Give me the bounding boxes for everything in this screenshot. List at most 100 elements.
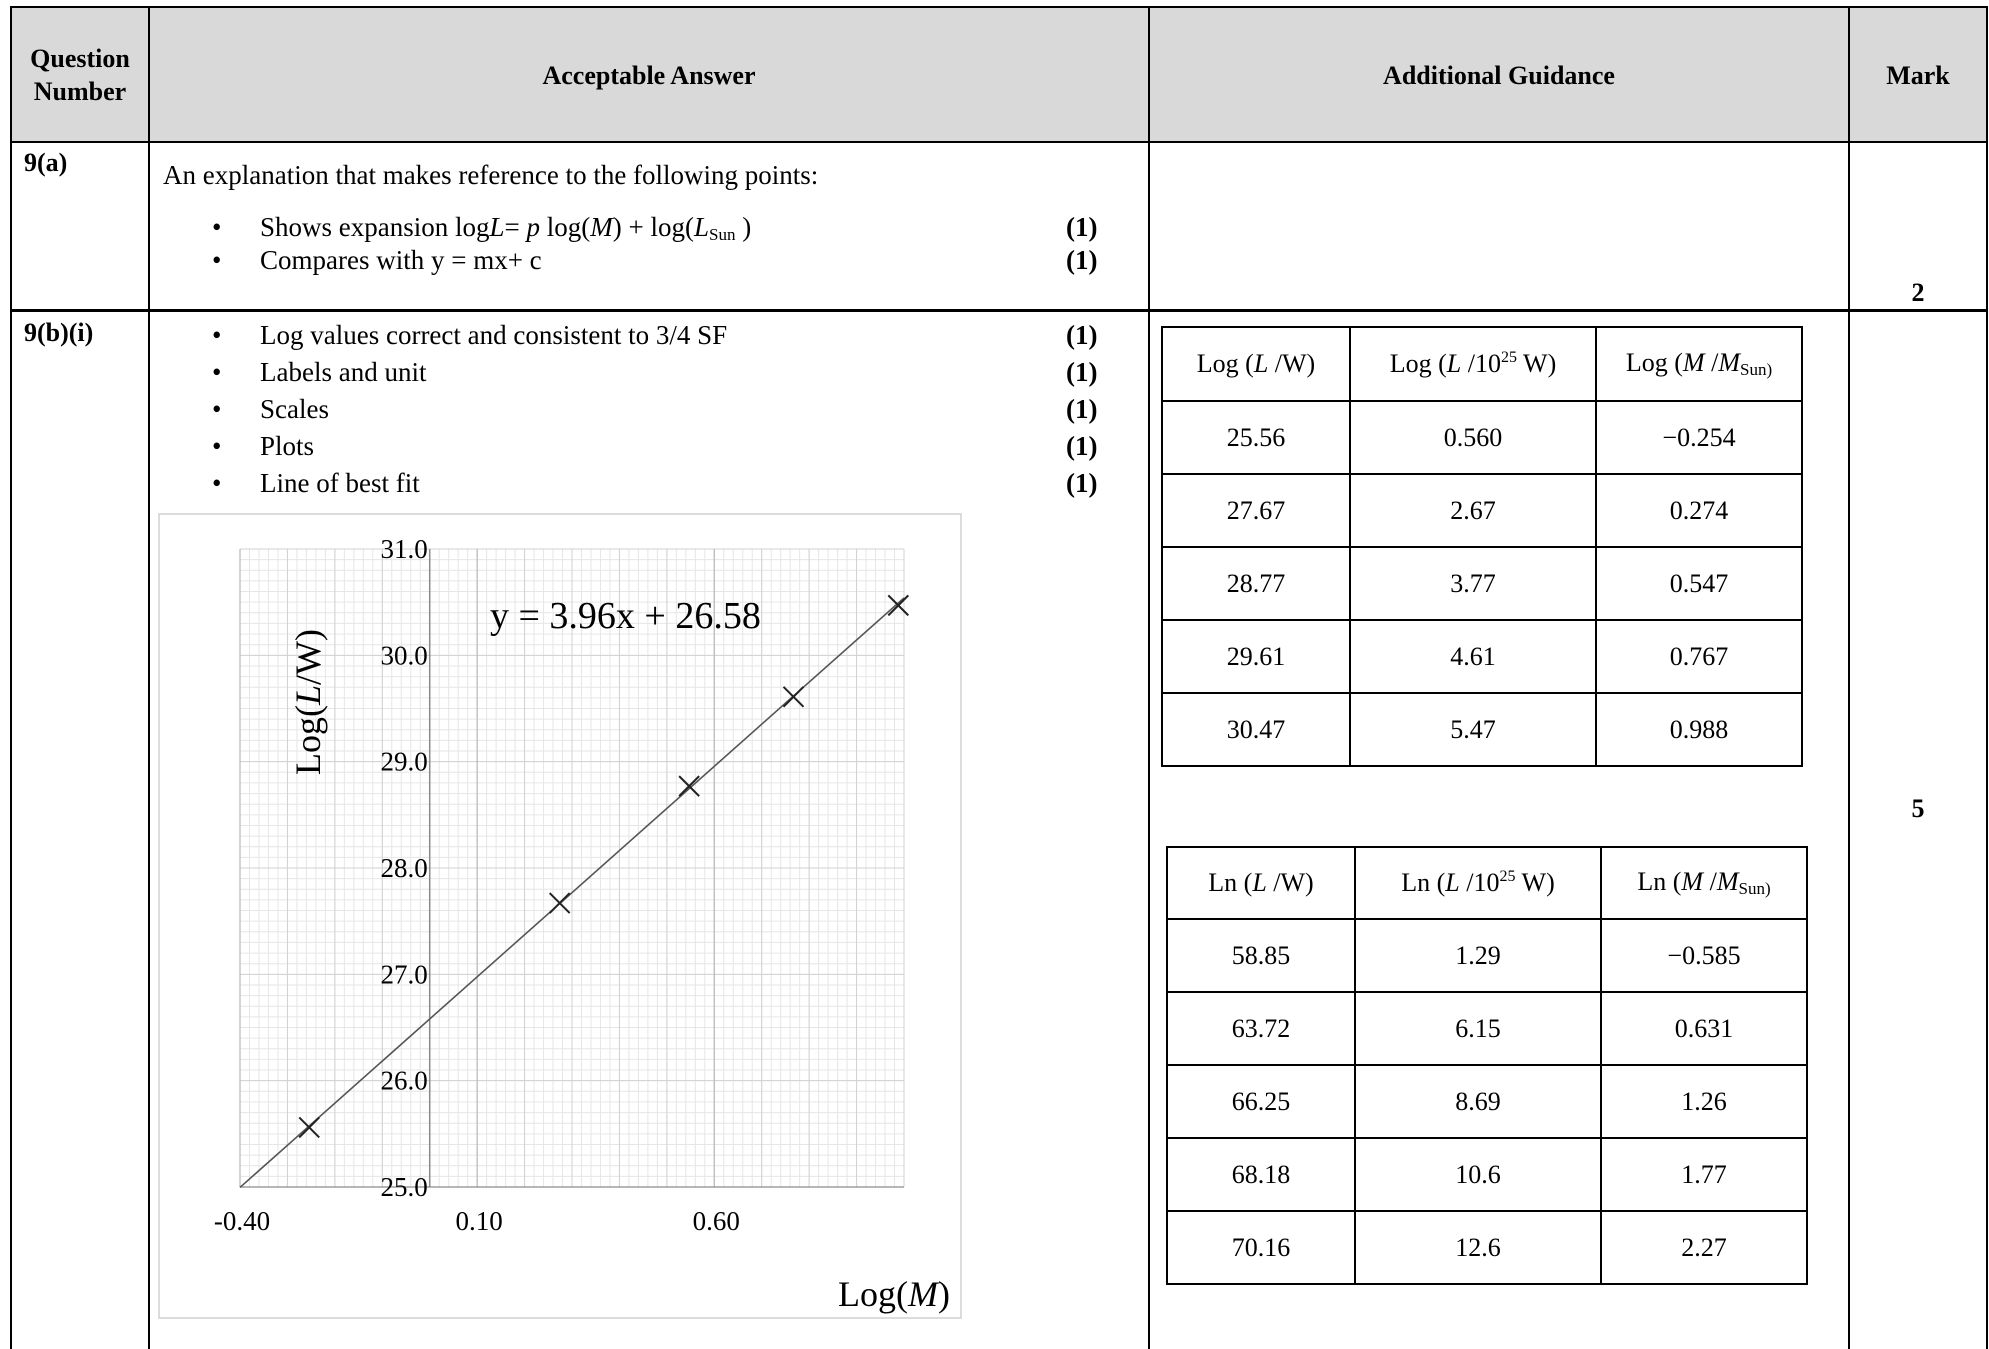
data-point-stroke xyxy=(782,686,805,708)
point-text: Labels and unit xyxy=(260,357,427,387)
mark-scheme-table: Question Number Acceptable Answer Additi… xyxy=(10,6,1988,1349)
row-divider xyxy=(12,141,1986,143)
header-mark: Mark xyxy=(1886,60,1950,90)
y-tick-label: 30.0 xyxy=(380,640,427,670)
table-cell: 0.560 xyxy=(1349,400,1597,475)
point-mark: (1) xyxy=(1066,468,1098,498)
table-cell: 10.6 xyxy=(1354,1137,1602,1212)
data-point xyxy=(548,892,571,914)
table-cell: 8.69 xyxy=(1354,1064,1602,1139)
table-cell: 25.56 xyxy=(1161,400,1351,475)
log-plot-chart: 25.0 26.0 27.0 28.0 29.0 30.0 31.0 -0.40 0.10 0.6… xyxy=(158,513,962,1319)
y-tick-label: 25.0 xyxy=(380,1172,427,1202)
table-cell: 63.72 xyxy=(1166,991,1356,1066)
table-cell: 30.47 xyxy=(1161,692,1351,767)
data-point xyxy=(298,1116,320,1139)
table-cell: 28.77 xyxy=(1161,546,1351,621)
chart-svg: 25.0 26.0 27.0 28.0 29.0 30.0 31.0 -0.40 0.10 0.6… xyxy=(158,513,962,1319)
table-cell: 1.77 xyxy=(1600,1137,1808,1212)
table-row: 30.47 5.47 0.988 xyxy=(1161,692,1803,767)
data-point xyxy=(887,594,910,617)
table-cell: 5.47 xyxy=(1349,692,1597,767)
table-header-cell: Log (L /W) xyxy=(1161,326,1351,402)
table-cell: 58.85 xyxy=(1166,918,1356,993)
y-tick-label: 29.0 xyxy=(380,747,427,777)
table-cell: 0.547 xyxy=(1595,546,1803,621)
row-divider xyxy=(12,309,1986,312)
table-cell: 66.25 xyxy=(1166,1064,1356,1139)
table-cell: 4.61 xyxy=(1349,619,1597,694)
point-mark: (1) xyxy=(1066,320,1098,350)
table-cell: 29.61 xyxy=(1161,619,1351,694)
table-header-cell: Log (L /1025 W) xyxy=(1349,326,1597,402)
ln-values-table: Ln (L /W) Ln (L /1025 W) Ln (M /MSun) 58… xyxy=(1166,846,1808,1285)
y-tick-label: 31.0 xyxy=(380,534,427,564)
header-row xyxy=(12,8,1986,142)
column-divider xyxy=(1848,8,1850,1349)
table-header-cell: Ln (M /MSun) xyxy=(1600,846,1808,920)
point-text: Plots xyxy=(260,431,315,461)
point-mark: (1) xyxy=(1066,394,1098,424)
table-row: 63.72 6.15 0.631 xyxy=(1166,991,1808,1066)
table-cell: 0.988 xyxy=(1595,692,1803,767)
table-header-cell: Ln (L /W) xyxy=(1166,846,1356,920)
x-tick-label: 0.10 xyxy=(456,1206,503,1236)
answer-intro: An explanation that makes reference to t… xyxy=(163,160,819,190)
data-point-stroke xyxy=(548,892,571,914)
question-number-9bi: 9(b)(i) xyxy=(24,318,94,347)
table-cell: 2.67 xyxy=(1349,473,1597,548)
header-additional-guidance: Additional Guidance xyxy=(1383,60,1615,90)
mark-9bi: 5 xyxy=(1911,794,1925,823)
data-point-stroke xyxy=(678,775,700,797)
table-cell: 0.767 xyxy=(1595,619,1803,694)
table-row: 68.18 10.6 1.77 xyxy=(1166,1137,1808,1212)
point-text: Compares with y = mx+ c xyxy=(260,245,542,275)
table-cell: 0.274 xyxy=(1595,473,1803,548)
table-cell: 6.15 xyxy=(1354,991,1602,1066)
table-cell: 1.29 xyxy=(1354,918,1602,993)
x-tick-label: 0.60 xyxy=(693,1206,740,1236)
table-row: 27.67 2.67 0.274 xyxy=(1161,473,1803,548)
table-cell: 1.26 xyxy=(1600,1064,1808,1139)
table-cell: 70.16 xyxy=(1166,1210,1356,1285)
table-row: 29.61 4.61 0.767 xyxy=(1161,619,1803,694)
table-cell: 2.27 xyxy=(1600,1210,1808,1285)
table-header-row: Ln (L /W) Ln (L /1025 W) Ln (M /MSun) xyxy=(1166,846,1808,920)
chart-marks xyxy=(239,594,910,1189)
point-text: Shows expansion logL= p log(M) + log(LSu… xyxy=(260,212,752,244)
table-row: 28.77 3.77 0.547 xyxy=(1161,546,1803,621)
point-mark: (1) xyxy=(1066,245,1098,275)
table-row: 58.85 1.29 −0.585 xyxy=(1166,918,1808,993)
column-divider xyxy=(1148,8,1150,1349)
mark-9a: 2 xyxy=(1911,278,1925,307)
table-header-row: Log (L /W) Log (L /1025 W) Log (M /MSun) xyxy=(1161,326,1803,402)
x-tick-label: -0.40 xyxy=(214,1206,270,1236)
log-values-table: Log (L /W) Log (L /1025 W) Log (M /MSun)… xyxy=(1161,326,1803,767)
y-axis-label: Log(L/W) xyxy=(288,629,328,775)
point-text: Log values correct and consistent to 3/4… xyxy=(260,320,728,350)
point-mark: (1) xyxy=(1066,357,1098,387)
chart-border xyxy=(158,513,962,1319)
data-point-stroke xyxy=(887,594,910,617)
x-axis-label: Log(M) xyxy=(838,1274,950,1314)
table-row: 66.25 8.69 1.26 xyxy=(1166,1064,1808,1139)
point-text: Line of best fit xyxy=(260,468,420,498)
table-cell: 68.18 xyxy=(1166,1137,1356,1212)
data-point xyxy=(782,686,805,708)
table-header-cell: Log (M /MSun) xyxy=(1595,326,1803,402)
table-cell: −0.585 xyxy=(1600,918,1808,993)
header-question-number: Question Number xyxy=(30,44,130,106)
point-text: Scales xyxy=(260,394,329,424)
question-number-9a: 9(a) xyxy=(24,148,68,177)
data-point-stroke xyxy=(298,1116,320,1139)
table-cell: −0.254 xyxy=(1595,400,1803,475)
chart-grid xyxy=(239,548,905,1188)
y-tick-label: 28.0 xyxy=(380,853,427,883)
y-tick-label: 26.0 xyxy=(380,1066,427,1096)
header-acceptable-answer: Acceptable Answer xyxy=(542,60,756,90)
y-tick-label: 27.0 xyxy=(380,959,427,989)
table-cell: 27.67 xyxy=(1161,473,1351,548)
table-cell: 0.631 xyxy=(1600,991,1808,1066)
trendline-equation: y = 3.96x + 26.58 xyxy=(490,595,761,637)
table-row: 25.56 0.560 −0.254 xyxy=(1161,400,1803,475)
